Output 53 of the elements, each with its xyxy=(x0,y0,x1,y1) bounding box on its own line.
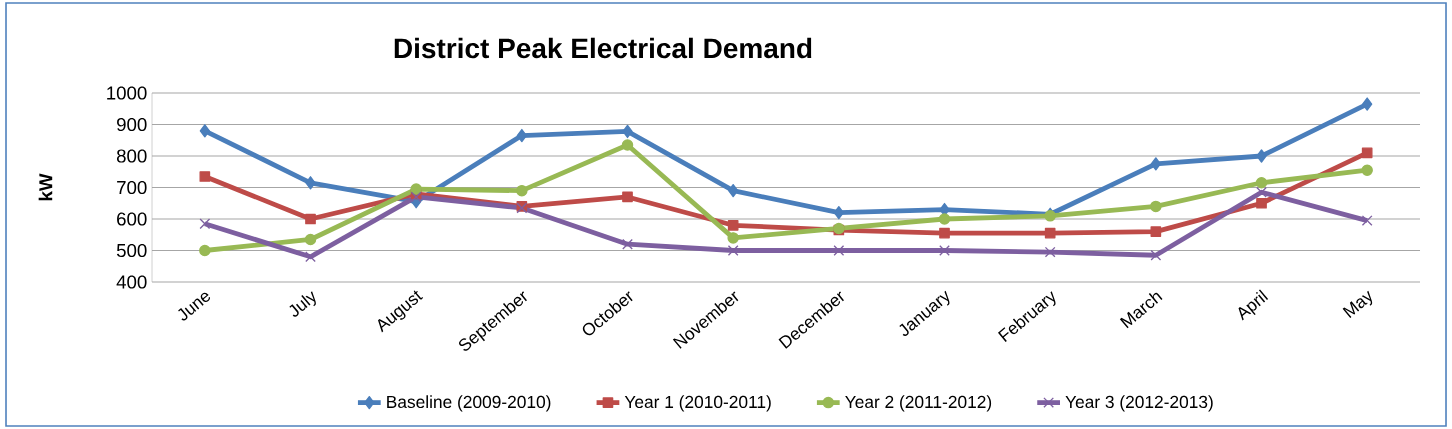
point xyxy=(199,171,211,182)
point xyxy=(1044,246,1056,258)
x-tick-label: July xyxy=(289,291,316,317)
y-tick-label: 1000 xyxy=(107,86,147,100)
x-tick-label: May xyxy=(1342,290,1373,318)
point xyxy=(621,139,634,151)
point xyxy=(1361,215,1373,226)
point xyxy=(1256,197,1267,209)
point xyxy=(622,191,633,203)
point xyxy=(1150,226,1162,237)
y-axis-title: kW xyxy=(38,173,53,201)
point xyxy=(305,176,316,190)
point xyxy=(727,232,739,244)
point xyxy=(516,128,528,143)
point xyxy=(727,245,739,256)
point xyxy=(199,218,211,230)
legend-label: Baseline (2009-2010) xyxy=(387,395,551,412)
legend-label: Year 1 (2010-2011) xyxy=(624,395,771,412)
x-tick-label: June xyxy=(178,292,211,321)
point xyxy=(1256,186,1267,198)
legend-label: Year 2 (2011-2012) xyxy=(845,395,992,412)
point xyxy=(1362,97,1373,111)
point xyxy=(938,213,951,225)
point xyxy=(622,238,633,250)
y-tick-label: 700 xyxy=(117,180,147,195)
point xyxy=(939,245,950,256)
point xyxy=(1150,249,1162,261)
point xyxy=(1255,177,1268,189)
point xyxy=(939,227,950,239)
y-tick-label: 900 xyxy=(117,117,147,132)
point xyxy=(304,233,317,246)
y-tick-label: 600 xyxy=(117,212,147,226)
point xyxy=(833,245,845,256)
point xyxy=(199,244,211,257)
point xyxy=(1361,164,1373,176)
point xyxy=(1044,227,1056,239)
point xyxy=(410,183,422,195)
point xyxy=(305,213,316,225)
point xyxy=(1150,200,1162,213)
point xyxy=(1361,147,1373,159)
point xyxy=(727,219,739,231)
point xyxy=(728,183,739,198)
point xyxy=(1256,149,1267,163)
chart-title: District Peak Electrical Demand xyxy=(394,37,812,59)
legend-label: Year 3 (2012-2013) xyxy=(1065,395,1213,412)
y-tick-label: 500 xyxy=(116,243,147,258)
point xyxy=(1150,157,1162,171)
point xyxy=(833,206,845,220)
y-tick-label: 400 xyxy=(116,275,147,289)
point xyxy=(516,184,528,197)
point xyxy=(622,124,633,139)
y-tick-label: 800 xyxy=(116,149,147,163)
point xyxy=(199,124,211,138)
